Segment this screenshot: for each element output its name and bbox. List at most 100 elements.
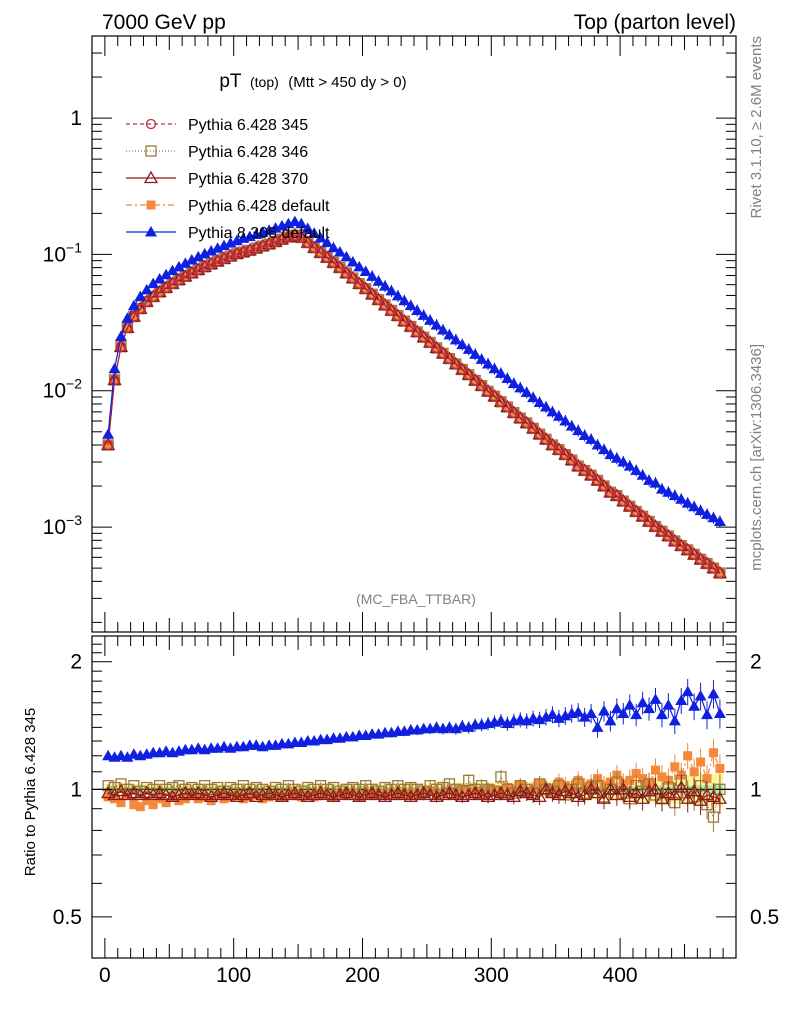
main-marker bbox=[688, 500, 701, 512]
ratio-marker bbox=[319, 787, 335, 801]
main-ytick-label: 10−1 bbox=[43, 239, 83, 266]
main-marker bbox=[417, 309, 430, 320]
main-marker bbox=[495, 396, 507, 407]
main-marker bbox=[463, 369, 474, 380]
main-marker bbox=[309, 242, 320, 253]
main-marker bbox=[578, 429, 591, 440]
main-marker bbox=[649, 477, 662, 488]
main-marker bbox=[681, 497, 694, 508]
main-series-2 bbox=[100, 228, 728, 579]
ratio-marker bbox=[135, 802, 145, 812]
ratio-marker bbox=[113, 783, 129, 797]
main-marker bbox=[643, 516, 655, 527]
ratio-marker bbox=[258, 794, 268, 804]
ratio-marker bbox=[616, 782, 631, 795]
ratio-marker bbox=[116, 798, 126, 808]
main-marker bbox=[624, 501, 635, 512]
main-marker bbox=[418, 332, 429, 343]
ratio-marker bbox=[442, 785, 457, 799]
main-marker bbox=[186, 267, 197, 279]
main-marker bbox=[289, 230, 301, 241]
main-marker bbox=[534, 429, 545, 440]
ratio-marker bbox=[546, 708, 559, 720]
main-series-line bbox=[107, 234, 721, 574]
main-ytick-label: 10−2 bbox=[43, 376, 83, 403]
ratio-marker bbox=[474, 787, 489, 801]
main-marker bbox=[437, 348, 449, 359]
main-marker bbox=[295, 217, 308, 229]
ratio-marker bbox=[706, 789, 721, 802]
main-marker bbox=[694, 504, 707, 516]
main-marker bbox=[199, 261, 210, 273]
ratio-marker bbox=[161, 798, 171, 808]
main-marker bbox=[636, 469, 649, 480]
ratio-marker bbox=[631, 768, 641, 778]
ratio-marker bbox=[585, 707, 598, 718]
ratio-marker bbox=[638, 774, 648, 784]
ratio-series-2 bbox=[100, 775, 728, 815]
ratio-marker bbox=[224, 781, 237, 794]
main-marker bbox=[212, 256, 223, 267]
main-marker bbox=[341, 267, 352, 279]
ratio-marker bbox=[597, 705, 610, 716]
main-marker bbox=[436, 323, 449, 335]
ratio-marker bbox=[178, 785, 193, 799]
ratio-marker bbox=[651, 765, 660, 775]
ratio-marker bbox=[448, 787, 463, 801]
main-marker bbox=[630, 464, 643, 476]
title-main: pT bbox=[219, 71, 242, 92]
main-marker bbox=[257, 240, 268, 252]
ratio-marker bbox=[551, 787, 567, 801]
ratio-marker bbox=[219, 794, 229, 804]
xtick-label: 100 bbox=[216, 964, 251, 987]
main-marker bbox=[475, 353, 488, 364]
main-marker bbox=[172, 260, 185, 272]
main-marker bbox=[225, 251, 236, 262]
ratio-marker bbox=[345, 787, 360, 801]
main-marker bbox=[668, 489, 681, 501]
main-marker bbox=[559, 414, 572, 426]
main-marker bbox=[231, 248, 243, 259]
ratio-marker bbox=[596, 791, 612, 804]
main-plot-title: pT (top) (Mtt > 450 dy > 0) bbox=[219, 71, 406, 92]
ratio-marker bbox=[103, 792, 113, 802]
title-sub2: (Mtt > 450 dy > 0) bbox=[288, 74, 406, 91]
main-marker bbox=[598, 480, 610, 492]
ratio-marker bbox=[264, 792, 274, 802]
main-marker bbox=[585, 433, 598, 444]
main-marker bbox=[179, 257, 192, 268]
main-marker bbox=[353, 260, 366, 272]
main-marker bbox=[488, 362, 501, 374]
ratio-marker bbox=[643, 702, 656, 714]
main-marker bbox=[244, 245, 255, 256]
ratio-marker bbox=[261, 785, 277, 799]
legend-entry: Pythia 6.428 370 bbox=[126, 170, 308, 188]
main-marker bbox=[521, 417, 532, 429]
main-marker bbox=[643, 474, 656, 485]
ratio-marker bbox=[223, 787, 238, 801]
legend-label: Pythia 6.428 345 bbox=[188, 117, 308, 134]
main-ytick-label: 1 bbox=[70, 107, 82, 130]
ratio-marker bbox=[100, 785, 116, 799]
main-marker bbox=[398, 294, 411, 306]
main-marker bbox=[346, 255, 359, 267]
main-marker bbox=[566, 454, 577, 466]
ratio-marker bbox=[545, 785, 560, 799]
main-marker bbox=[347, 272, 358, 284]
ratio-marker bbox=[371, 787, 386, 801]
ratio-marker bbox=[494, 714, 507, 726]
main-marker bbox=[333, 246, 346, 257]
ratio-marker bbox=[657, 772, 667, 782]
main-marker bbox=[218, 253, 230, 264]
main-marker bbox=[527, 423, 539, 434]
legend-marker bbox=[146, 200, 156, 210]
header-right: Top (parton level) bbox=[574, 11, 736, 34]
main-marker bbox=[102, 439, 114, 451]
ratio-ylabel: Ratio to Pythia 6.428 345 bbox=[22, 708, 39, 876]
ratio-marker bbox=[268, 787, 283, 801]
main-marker bbox=[618, 495, 629, 507]
ratio-marker bbox=[629, 785, 644, 799]
main-series-0 bbox=[102, 230, 726, 579]
main-marker bbox=[585, 470, 597, 481]
ratio-marker bbox=[294, 787, 309, 801]
